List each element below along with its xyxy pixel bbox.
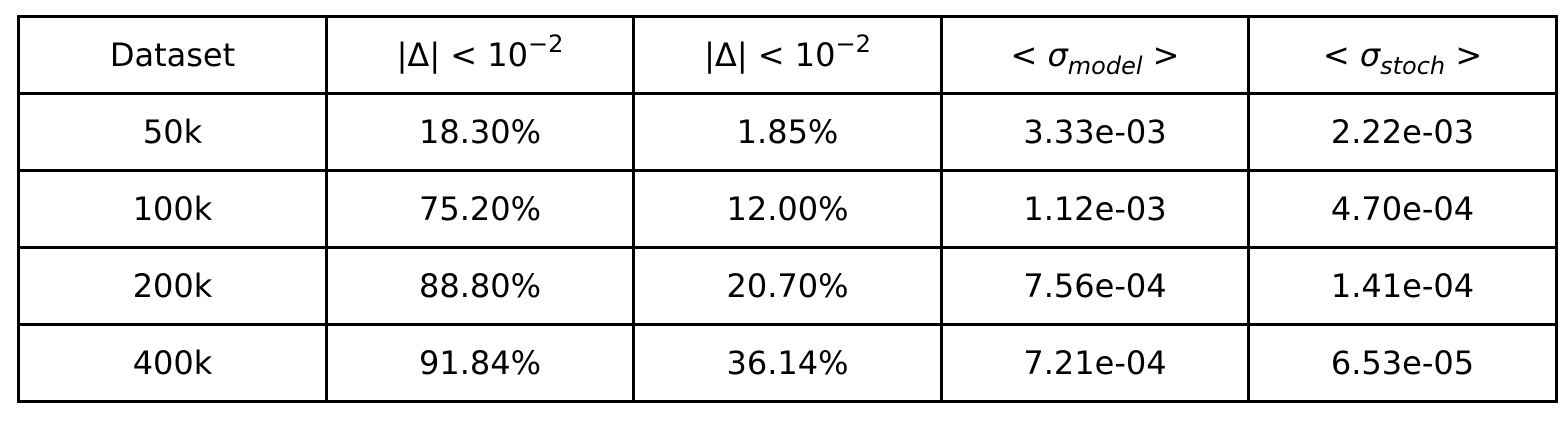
header-sigma-stoch-symbol: σ	[1359, 36, 1381, 74]
table-cell-sigma-model: 1.12e-03	[940, 169, 1250, 249]
table-cell-abs-delta-1: 75.20%	[325, 169, 635, 249]
header-abs-delta-1: |Δ| < 10−2	[325, 15, 635, 95]
table-cell-sigma-model: 3.33e-03	[940, 92, 1250, 172]
header-sigma-model: < σmodel >	[940, 15, 1250, 95]
table-row: 200k 88.80% 20.70% 7.56e-04 1.41e-04	[17, 246, 1558, 326]
header-sigma-model-subscript: model	[1067, 52, 1143, 80]
header-row: Dataset |Δ| < 10−2 |Δ| < 10−2 < σmodel >…	[17, 15, 1558, 95]
table-cell-abs-delta-1: 88.80%	[325, 246, 635, 326]
table-cell-sigma-stoch: 4.70e-04	[1247, 169, 1558, 249]
table-cell-sigma-stoch: 1.41e-04	[1247, 246, 1558, 326]
table-cell-sigma-stoch: 2.22e-03	[1247, 92, 1558, 172]
table-cell-dataset: 400k	[17, 323, 328, 403]
header-abs-delta-1-prefix: |Δ| < 10	[396, 36, 528, 74]
header-sigma-stoch-subscript: stoch	[1380, 52, 1446, 80]
table-cell-sigma-stoch: 6.53e-05	[1247, 323, 1558, 403]
header-dataset: Dataset	[17, 15, 328, 95]
header-abs-delta-1-exponent: −2	[527, 30, 564, 58]
header-sigma-stoch-close: >	[1455, 36, 1483, 74]
header-sigma-model-open: <	[1010, 36, 1038, 74]
header-sigma-model-close: >	[1152, 36, 1180, 74]
table-cell-dataset: 100k	[17, 169, 328, 249]
header-sigma-stoch-open: <	[1322, 36, 1350, 74]
header-sigma-model-symbol: σ	[1047, 36, 1068, 74]
header-dataset-label: Dataset	[109, 36, 236, 74]
table-cell-abs-delta-2: 20.70%	[632, 246, 943, 326]
table-cell-sigma-model: 7.56e-04	[940, 246, 1250, 326]
results-table: Dataset |Δ| < 10−2 |Δ| < 10−2 < σmodel >…	[17, 15, 1558, 403]
table-cell-dataset: 50k	[17, 92, 328, 172]
table-cell-abs-delta-2: 1.85%	[632, 92, 943, 172]
table-row: 50k 18.30% 1.85% 3.33e-03 2.22e-03	[17, 92, 1558, 172]
table-cell-abs-delta-2: 12.00%	[632, 169, 943, 249]
header-sigma-stoch: < σstoch >	[1247, 15, 1558, 95]
table-row: 100k 75.20% 12.00% 1.12e-03 4.70e-04	[17, 169, 1558, 249]
table-cell-abs-delta-2: 36.14%	[632, 323, 943, 403]
table-cell-abs-delta-1: 91.84%	[325, 323, 635, 403]
header-abs-delta-2-exponent: −2	[835, 30, 871, 58]
table-cell-abs-delta-1: 18.30%	[325, 92, 635, 172]
header-abs-delta-2-prefix: |Δ| < 10	[704, 36, 836, 74]
header-abs-delta-2: |Δ| < 10−2	[632, 15, 943, 95]
table-cell-dataset: 200k	[17, 246, 328, 326]
table-row: 400k 91.84% 36.14% 7.21e-04 6.53e-05	[17, 323, 1558, 403]
table-cell-sigma-model: 7.21e-04	[940, 323, 1250, 403]
